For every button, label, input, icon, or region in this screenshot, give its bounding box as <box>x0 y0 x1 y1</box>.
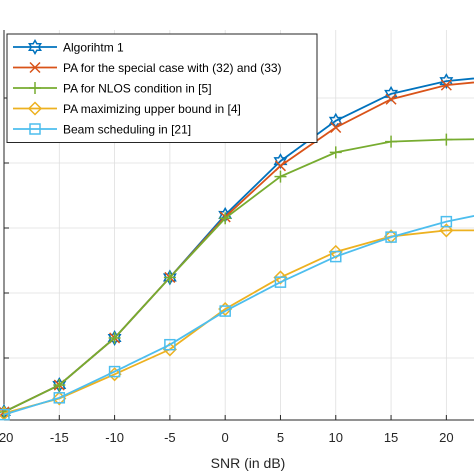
square-marker <box>29 123 41 135</box>
legend-entry: PA for the special case with (32) and (3… <box>13 61 282 75</box>
legend-entry: PA for NLOS condition in [5] <box>13 82 212 96</box>
diamond-marker <box>218 301 233 317</box>
diamond-marker <box>107 367 122 382</box>
x-tick-label: 20 <box>439 430 453 445</box>
legend-entry: Beam scheduling in [21] <box>13 123 191 137</box>
x-tick-label: -10 <box>105 430 124 445</box>
x-tick-label: 15 <box>384 430 398 445</box>
square-marker <box>274 276 287 288</box>
series-line <box>3 229 474 415</box>
x-marker <box>330 121 342 134</box>
x-tick-label: 10 <box>329 430 343 445</box>
diamond-marker <box>439 223 454 238</box>
plus-marker <box>440 133 453 146</box>
hexagram-marker <box>384 85 399 102</box>
x-marker <box>385 93 397 105</box>
plus-marker <box>163 271 176 284</box>
x-tick-label: -15 <box>50 430 69 445</box>
hexagram-marker <box>28 38 42 56</box>
plus-marker <box>385 135 398 148</box>
square-marker <box>385 231 397 243</box>
x-marker <box>440 79 452 91</box>
hexagram-marker <box>107 329 122 347</box>
series-layer <box>0 73 474 421</box>
x-tick-label: 0 <box>222 430 229 445</box>
plus-marker <box>29 82 41 94</box>
diamond-marker <box>27 101 43 116</box>
diamond-marker <box>328 244 343 259</box>
legend-label: Beam scheduling in [21] <box>63 123 191 137</box>
legend-box <box>6 33 318 143</box>
series-4 <box>0 223 474 421</box>
square-marker <box>219 305 231 317</box>
plus-marker <box>329 146 342 159</box>
legend-entry: PA maximizing upper bound in [4] <box>13 101 241 116</box>
square-marker <box>440 215 453 228</box>
hexagram-marker <box>162 269 177 286</box>
square-marker <box>330 250 342 263</box>
legend-label: PA for the special case with (32) and (3… <box>63 61 282 75</box>
legend-entry: Algorihtm 1 <box>13 38 124 56</box>
x-marker <box>29 61 41 74</box>
series-line <box>3 215 474 416</box>
hexagram-marker <box>273 153 288 170</box>
legend: Algorihtm 1 PA for the special case with … <box>6 33 318 143</box>
square-marker <box>0 408 10 421</box>
x-tick-label: -5 <box>164 430 176 445</box>
legend-label: Algorihtm 1 <box>63 41 124 55</box>
diamond-marker <box>273 270 288 285</box>
plus-marker <box>219 212 232 225</box>
x-axis-title: SNR (in dB) <box>211 455 286 471</box>
plus-marker <box>53 379 66 392</box>
series-5 <box>0 215 474 421</box>
plus-marker <box>274 170 287 183</box>
series-3 <box>0 133 474 418</box>
plus-marker <box>108 331 121 344</box>
legend-label: PA maximizing upper bound in [4] <box>63 102 241 116</box>
axes: -20-15-10-50510152025 <box>0 30 474 445</box>
legend-label: PA for NLOS condition in [5] <box>63 82 212 96</box>
square-marker <box>53 392 66 404</box>
x-tick-label: 5 <box>277 430 284 445</box>
square-marker <box>108 365 121 378</box>
series-line <box>3 138 474 413</box>
x-tick-label: -20 <box>0 430 13 445</box>
square-marker <box>164 338 176 351</box>
hexagram-marker <box>439 73 454 90</box>
x-marker <box>274 160 287 172</box>
